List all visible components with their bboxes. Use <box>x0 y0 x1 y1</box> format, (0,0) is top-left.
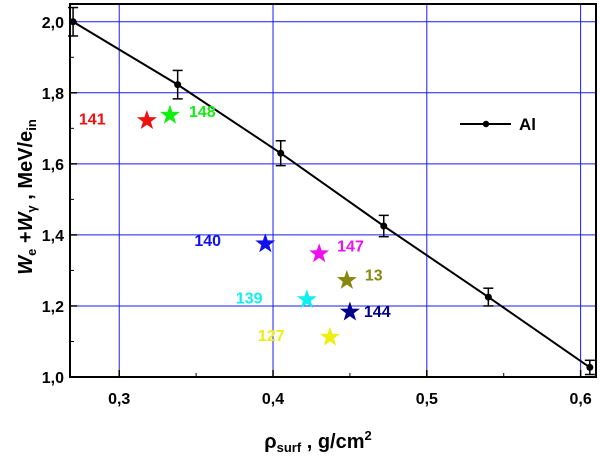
data-point <box>586 363 594 371</box>
legend-marker <box>482 120 490 128</box>
legend: Al <box>460 115 536 134</box>
data-point <box>484 293 492 301</box>
star-marker <box>336 269 357 289</box>
series-line-al <box>72 20 591 369</box>
data-point <box>380 222 388 230</box>
y-tick-label: 1,0 <box>42 370 64 387</box>
star-marker <box>255 233 276 253</box>
x-tick-label: 0,4 <box>262 391 284 408</box>
star-marker <box>160 104 180 124</box>
star-label: 144 <box>364 304 391 321</box>
star-label: 140 <box>194 233 221 250</box>
star-label: 127 <box>258 328 285 345</box>
tick-labels: 0,3 0,4 0,5 0,6 1,0 1,2 1,4 1,6 1,8 2,0 <box>42 15 592 408</box>
x-axis-title: ρsurf , g/cm2 <box>264 428 372 455</box>
star-marker <box>136 110 157 129</box>
data-point <box>69 18 77 26</box>
star-marker <box>319 326 340 346</box>
y-tick-label: 2,0 <box>42 15 64 32</box>
x-tick-label: 0,6 <box>569 391 591 408</box>
x-tick-label: 0,5 <box>416 391 438 408</box>
y-tick-label: 1,8 <box>42 86 64 103</box>
star-label: 139 <box>236 291 263 308</box>
data-point <box>174 81 182 89</box>
y-tick-label: 1,4 <box>42 228 64 245</box>
star-marker <box>339 301 360 321</box>
y-tick-label: 1,2 <box>42 299 64 316</box>
data-point <box>277 149 285 157</box>
grid-lines <box>70 4 596 377</box>
star-marker <box>296 289 317 309</box>
y-tick-label: 1,6 <box>42 157 64 174</box>
star-label: 148 <box>189 104 216 121</box>
legend-label-al: Al <box>519 115 536 134</box>
plot-frame <box>69 3 597 378</box>
star-label: 141 <box>79 112 106 129</box>
x-tick-label: 0,3 <box>108 391 130 408</box>
y-axis-title: We +Wγ , MeV/ein <box>15 119 39 275</box>
star-marker <box>309 243 330 263</box>
star-label: 13 <box>365 267 383 284</box>
star-label: 147 <box>337 239 364 256</box>
